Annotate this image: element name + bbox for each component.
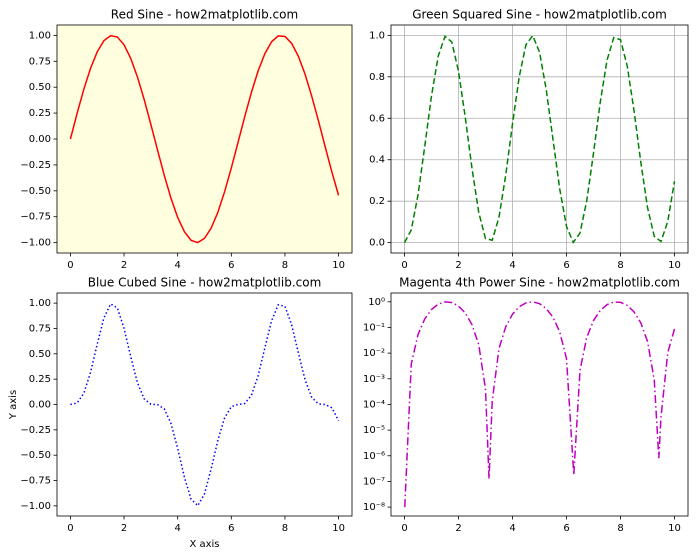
- y-tick-label: −1.00: [20, 501, 51, 512]
- axes-frame: [390, 292, 689, 517]
- y-tick-label: 10⁻⁷: [363, 476, 385, 487]
- y-tick-label: 1.00: [29, 30, 51, 41]
- x-tick-label: 2: [455, 260, 461, 271]
- x-tick-label: 0: [67, 523, 73, 534]
- y-tick-label: −0.50: [20, 450, 51, 461]
- y-tick-label: 10⁻²: [363, 348, 385, 359]
- x-tick-label: 4: [509, 523, 515, 534]
- y-tick-label: 0.00: [29, 134, 51, 145]
- y-tick-label: 0.0: [369, 238, 385, 249]
- x-tick-label: 6: [228, 260, 234, 271]
- subplot-title: Blue Cubed Sine - how2matplotlib.com: [88, 276, 322, 290]
- y-axis-label: Y axis: [8, 390, 19, 420]
- y-tick-label: −1.00: [20, 238, 51, 249]
- axes-frame: [56, 24, 353, 254]
- x-tick-label: 10: [332, 260, 345, 271]
- y-tick-label: 1.0: [369, 30, 385, 41]
- x-tick-label: 0: [67, 260, 73, 271]
- x-tick-label: 6: [563, 260, 569, 271]
- plot-area: [391, 25, 688, 253]
- y-tick-label: 0.50: [29, 82, 51, 93]
- y-tick-label: 0.75: [29, 56, 51, 67]
- x-tick-label: 8: [617, 260, 623, 271]
- data-line: [404, 301, 676, 508]
- axes-frame: [390, 24, 689, 254]
- x-tick-label: 10: [668, 260, 681, 271]
- x-tick-label: 6: [563, 523, 569, 534]
- y-tick-label: −0.25: [20, 160, 51, 171]
- y-tick-label: −0.75: [20, 212, 51, 223]
- y-tick-label: 10⁻⁶: [363, 451, 385, 462]
- y-tick-label: 10⁻⁵: [363, 425, 385, 436]
- x-tick-label: 8: [282, 260, 288, 271]
- x-tick-label: 2: [121, 260, 127, 271]
- y-tick-label: −0.50: [20, 186, 51, 197]
- y-tick-label: 1.00: [29, 298, 51, 309]
- y-tick-label: 0.2: [369, 196, 385, 207]
- plot-area: [57, 293, 352, 516]
- x-tick-label: 2: [455, 523, 461, 534]
- y-tick-label: 0.25: [29, 108, 51, 119]
- x-tick-label: 0: [401, 523, 407, 534]
- y-tick-label: −0.75: [20, 476, 51, 487]
- data-line: [70, 302, 340, 507]
- y-tick-label: 0.75: [29, 323, 51, 334]
- x-tick-label: 10: [668, 523, 681, 534]
- x-tick-label: 0: [401, 260, 407, 271]
- y-tick-label: 10⁻⁸: [363, 502, 385, 513]
- y-tick-label: 10⁻¹: [363, 322, 385, 333]
- x-tick-label: 4: [174, 523, 180, 534]
- y-tick-label: 0.00: [29, 400, 51, 411]
- subplot-title: Magenta 4th Power Sine - how2matplotlib.…: [399, 276, 680, 290]
- y-tick-label: 10⁰: [368, 297, 385, 308]
- x-axis-label: X axis: [189, 539, 219, 550]
- y-tick-label: 0.25: [29, 374, 51, 385]
- x-tick-label: 6: [228, 523, 234, 534]
- y-tick-label: 0.4: [369, 155, 385, 166]
- data-line: [69, 34, 340, 244]
- x-tick-label: 4: [174, 260, 180, 271]
- x-tick-label: 2: [121, 523, 127, 534]
- y-tick-label: 0.8: [369, 72, 385, 83]
- subplot-title: Green Squared Sine - how2matplotlib.com: [412, 8, 667, 22]
- y-tick-label: −0.25: [20, 425, 51, 436]
- y-tick-label: 10⁻³: [363, 374, 385, 385]
- y-tick-label: 0.50: [29, 349, 51, 360]
- axes-frame: [56, 292, 353, 517]
- plot-area: [57, 25, 352, 253]
- x-tick-label: 8: [617, 523, 623, 534]
- x-tick-label: 4: [509, 260, 515, 271]
- x-tick-label: 8: [282, 523, 288, 534]
- x-tick-label: 10: [332, 523, 345, 534]
- data-line: [403, 34, 676, 244]
- y-tick-label: 10⁻⁴: [363, 399, 385, 410]
- plot-area: [391, 293, 688, 516]
- subplot-title: Red Sine - how2matplotlib.com: [111, 8, 298, 22]
- y-tick-label: 0.6: [369, 113, 385, 124]
